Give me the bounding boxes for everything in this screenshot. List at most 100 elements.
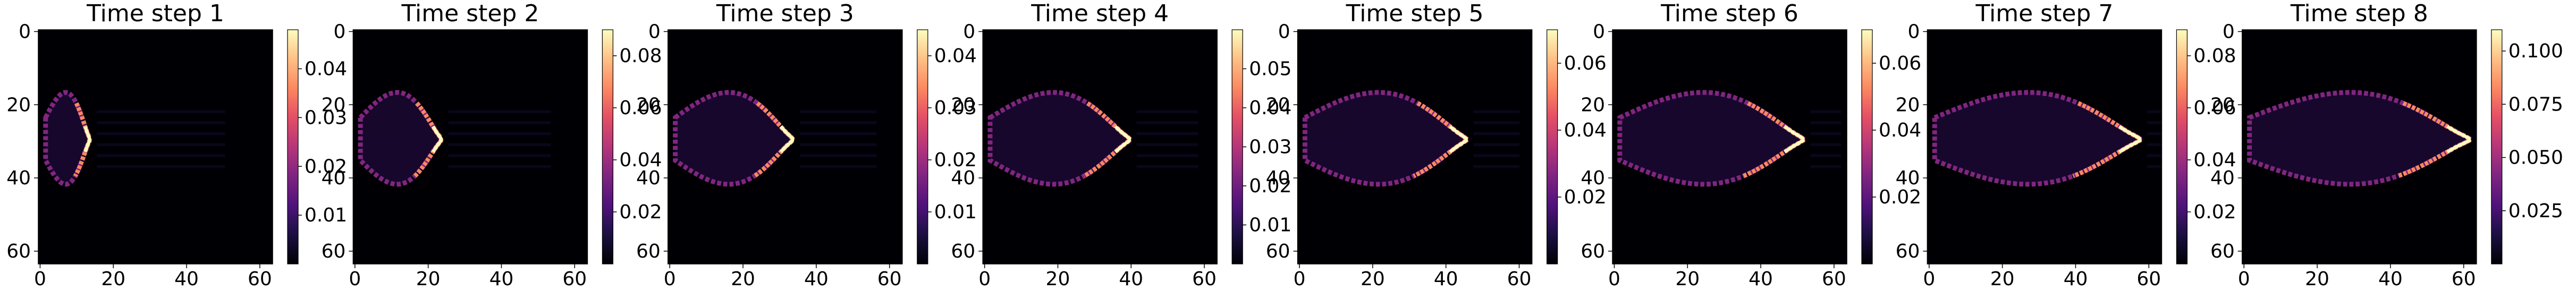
axes-frame	[982, 29, 1218, 264]
wake-streak	[97, 110, 225, 114]
colorbar-tick-label: 0.08	[619, 45, 662, 67]
wake-streak	[448, 110, 551, 114]
wake-streak	[1810, 143, 1841, 147]
colorbar-tick-label: 0.04	[305, 58, 347, 80]
wake-streak	[448, 165, 551, 168]
y-tick-label: 0	[1593, 21, 1605, 42]
y-tick-label: 20	[1896, 94, 1920, 116]
heatmap-cells	[43, 90, 225, 187]
wake-streak	[2147, 143, 2162, 147]
y-tick-label: 20	[636, 94, 661, 116]
wake-streak	[1473, 165, 1520, 168]
y-tick-label: 20	[951, 94, 975, 116]
y-tick-label: 20	[1581, 94, 1605, 116]
y-tick-label: 0	[648, 21, 661, 42]
x-tick-label: 40	[804, 268, 829, 290]
y-tick-label: 60	[322, 241, 346, 262]
wake-streak	[448, 143, 551, 147]
x-tick-label: 0	[34, 268, 46, 290]
panel-8: Time step 80 20 40 6002040600.0250.0500.075…	[2210, 0, 2563, 290]
colorbar	[2176, 29, 2188, 264]
y-tick-label: 60	[951, 241, 975, 262]
wake-streak	[1473, 132, 1520, 135]
panel-title: Time step 7	[1975, 0, 2113, 27]
panel-title: Time step 6	[1660, 0, 1798, 27]
wake-streak	[2477, 121, 2482, 124]
y-tick-label: 60	[6, 241, 31, 262]
colorbar-tick-label: 0.04	[1879, 119, 1921, 141]
wake-streak	[97, 154, 225, 157]
y-tick-label: 60	[636, 241, 661, 262]
colorbar	[1547, 29, 1558, 264]
y-tick-label: 60	[1896, 241, 1920, 262]
colorbar-tick-label: 0.04	[2193, 149, 2236, 171]
wake-streak	[799, 132, 877, 135]
wake-streak	[799, 110, 877, 114]
axes-frame	[2242, 29, 2477, 264]
panel-title: Time step 8	[2290, 0, 2428, 27]
wake-streak	[1136, 110, 1198, 114]
wake-streak	[448, 154, 551, 157]
plume-peak	[2446, 125, 2471, 153]
wake-streak	[799, 165, 877, 168]
axes-frame	[668, 29, 903, 264]
colorbar-tick-label: 0.02	[305, 156, 347, 177]
wake-streak	[1136, 143, 1198, 147]
wake-streak	[1810, 132, 1841, 135]
x-tick-label: 0	[1294, 268, 1306, 290]
axes-frame	[352, 29, 588, 264]
colorbar-tick-label: 0.02	[2193, 201, 2236, 223]
colorbar-tick-label: 0.04	[619, 149, 662, 171]
y-tick-label: 20	[6, 94, 31, 116]
panel-7: Time step 70 20 40 6002040600.020.040.060.0…	[1896, 0, 2236, 290]
x-tick-label: 40	[2064, 268, 2088, 290]
plume-interior	[990, 92, 1129, 184]
plume-boundary	[2247, 90, 2472, 187]
x-tick-label: 60	[1192, 268, 1217, 290]
wake-streak	[799, 121, 877, 124]
colorbar-tick-label: 0.06	[2193, 97, 2236, 119]
wake-streak	[97, 165, 225, 168]
heatmap-cells	[358, 90, 551, 187]
x-tick-label: 0	[1608, 268, 1620, 290]
wake-streak	[97, 132, 225, 135]
colorbar-tick-label: 0.02	[1879, 186, 1921, 208]
x-tick-label: 20	[1990, 268, 2015, 290]
colorbar-tick-label: 0.100	[2509, 40, 2563, 62]
plume-interior	[2249, 92, 2470, 184]
wake-streak	[1810, 121, 1841, 124]
wake-streak	[2477, 132, 2482, 135]
axes-frame	[38, 29, 273, 264]
y-tick-label: 40	[1896, 167, 1920, 189]
x-tick-label: 40	[1434, 268, 1458, 290]
x-tick-label: 40	[174, 268, 199, 290]
y-tick-label: 20	[1266, 94, 1290, 116]
panel-3: Time step 30 20 40 6002040600.010.020.030.0…	[636, 0, 977, 290]
y-tick-label: 20	[2210, 94, 2235, 116]
colorbar-tick-label: 0.03	[934, 97, 977, 119]
x-tick-label: 60	[2136, 268, 2161, 290]
colorbar-tick-label: 0.05	[1249, 58, 1291, 80]
x-tick-label: 60	[248, 268, 272, 290]
wake-streak	[1473, 143, 1520, 147]
x-tick-label: 20	[416, 268, 441, 290]
x-tick-label: 20	[101, 268, 125, 290]
colorbar-tick-label: 0.03	[1249, 136, 1291, 158]
wake-streak	[2147, 121, 2162, 124]
panel-4: Time step 40 20 40 6002040600.010.020.030.0…	[951, 0, 1291, 290]
wake-streak	[2477, 165, 2482, 168]
y-tick-label: 40	[951, 167, 975, 189]
heatmap-cells	[2247, 90, 2482, 187]
colorbar-tick-label: 0.02	[1564, 186, 1607, 208]
heatmap-cells	[673, 90, 877, 187]
panel-1: Time step 10 20 40 6002040600.010.020.030.0…	[6, 0, 347, 290]
plume-interior	[1935, 92, 2140, 184]
y-tick-label: 60	[2210, 241, 2235, 262]
wake-streak	[799, 143, 877, 147]
colorbar-tick-label: 0.06	[619, 97, 662, 119]
x-tick-label: 0	[2238, 268, 2250, 290]
panel-title: Time step 4	[1031, 0, 1169, 27]
plume-peak	[2118, 125, 2142, 153]
wake-streak	[2147, 154, 2162, 157]
